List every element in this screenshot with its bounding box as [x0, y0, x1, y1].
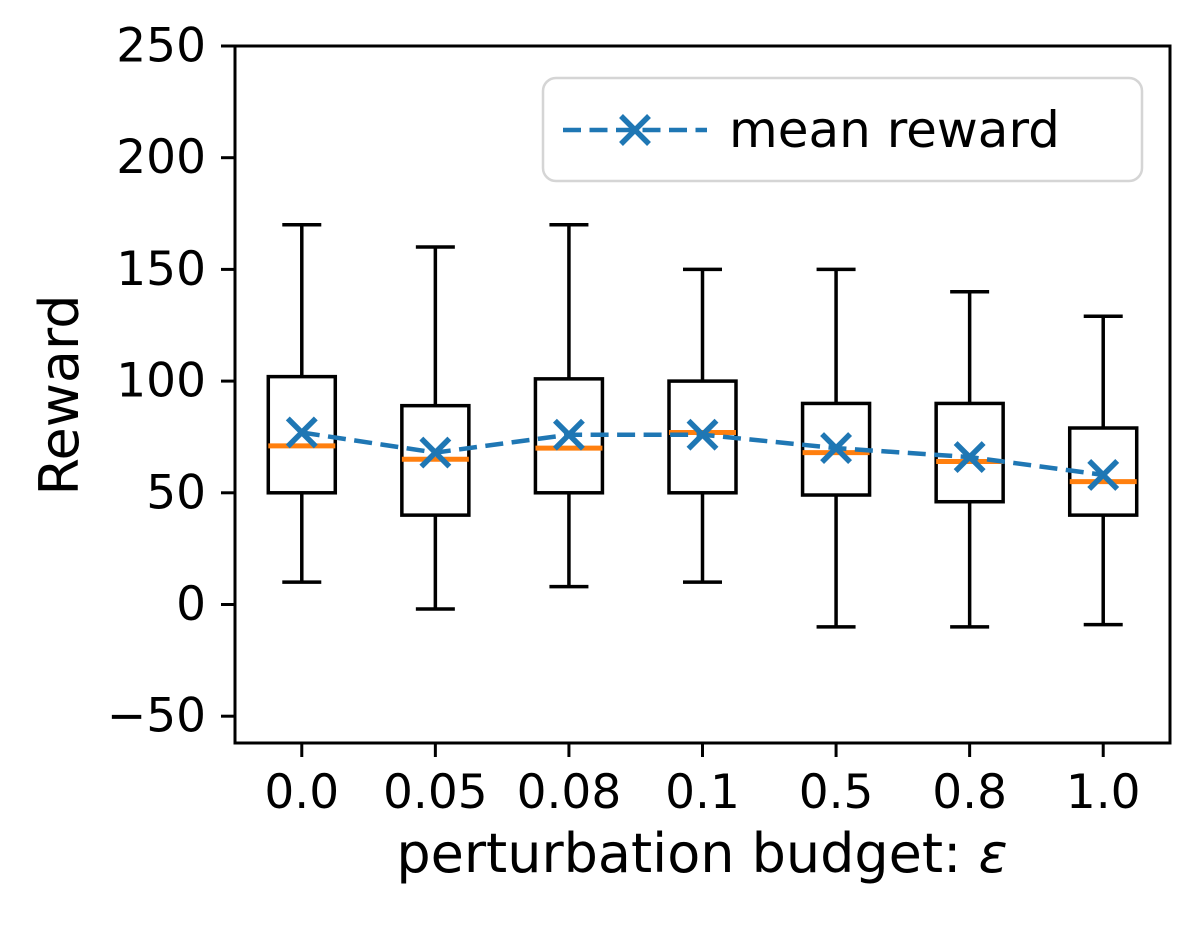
y-axis-label: Reward: [28, 294, 91, 495]
x-tick-label: 0.08: [517, 765, 622, 820]
mean-marker: [953, 441, 986, 473]
x-tick-label: 0.1: [665, 765, 740, 820]
x-axis-label: perturbation budget: ε: [396, 822, 1007, 885]
x-tick-label: 0.5: [799, 765, 874, 820]
x-tick-label: 1.0: [1066, 765, 1141, 820]
y-tick-label: 100: [116, 354, 206, 409]
x-tick-label: 0.0: [264, 765, 339, 820]
x-axis-label-epsilon: ε: [978, 822, 1007, 885]
x-tick-label: 0.05: [383, 765, 488, 820]
plot-area: −50 0 50 100 150 200 250 0.0 0.05 0.08 0.1 0.5 0.8 1.…: [107, 19, 1172, 820]
y-tick-label: −50: [107, 689, 206, 744]
mean-marker: [552, 418, 585, 451]
y-tick-label: 0: [176, 577, 206, 632]
y-tick-label: 200: [116, 130, 206, 185]
x-tick-label: 0.8: [932, 765, 1007, 820]
mean-marker: [820, 432, 853, 465]
legend-box: [541, 76, 1144, 183]
legend-sample-marker: [619, 114, 651, 146]
mean-marker: [285, 416, 318, 449]
y-tick-label: 150: [116, 242, 206, 297]
legend: mean reward: [541, 76, 1144, 183]
x-axis-label-text: perturbation budget:: [396, 822, 978, 885]
mean-marker: [1087, 458, 1120, 491]
box-rect: [934, 401, 1005, 504]
legend-label: mean reward: [729, 101, 1060, 159]
y-tick-label: 250: [116, 19, 206, 74]
mean-marker: [686, 418, 719, 451]
mean-marker: [419, 436, 452, 469]
y-tick-label: 50: [146, 465, 206, 520]
